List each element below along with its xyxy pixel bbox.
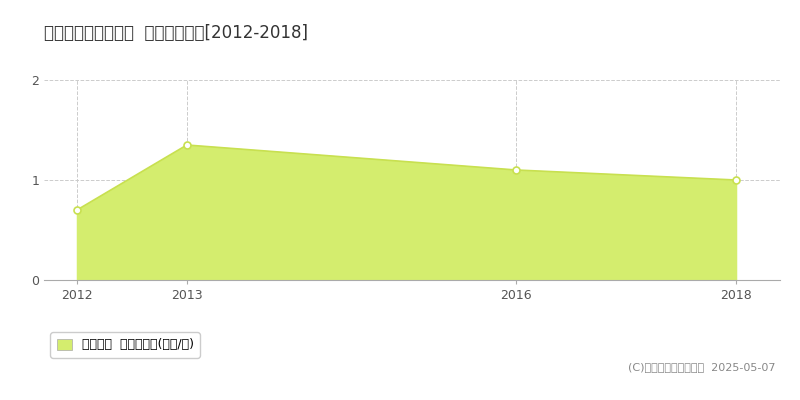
Point [510,167,522,173]
Point [70,207,83,213]
Point [730,177,742,183]
Text: (C)土地価格ドットコム  2025-05-07: (C)土地価格ドットコム 2025-05-07 [629,362,776,372]
Point [181,142,194,148]
Text: 邑智郡邑南町下田所  土地価格推移[2012-2018]: 邑智郡邑南町下田所 土地価格推移[2012-2018] [44,24,308,42]
Legend: 土地価格  平均坪単価(万円/坪): 土地価格 平均坪単価(万円/坪) [50,332,200,358]
